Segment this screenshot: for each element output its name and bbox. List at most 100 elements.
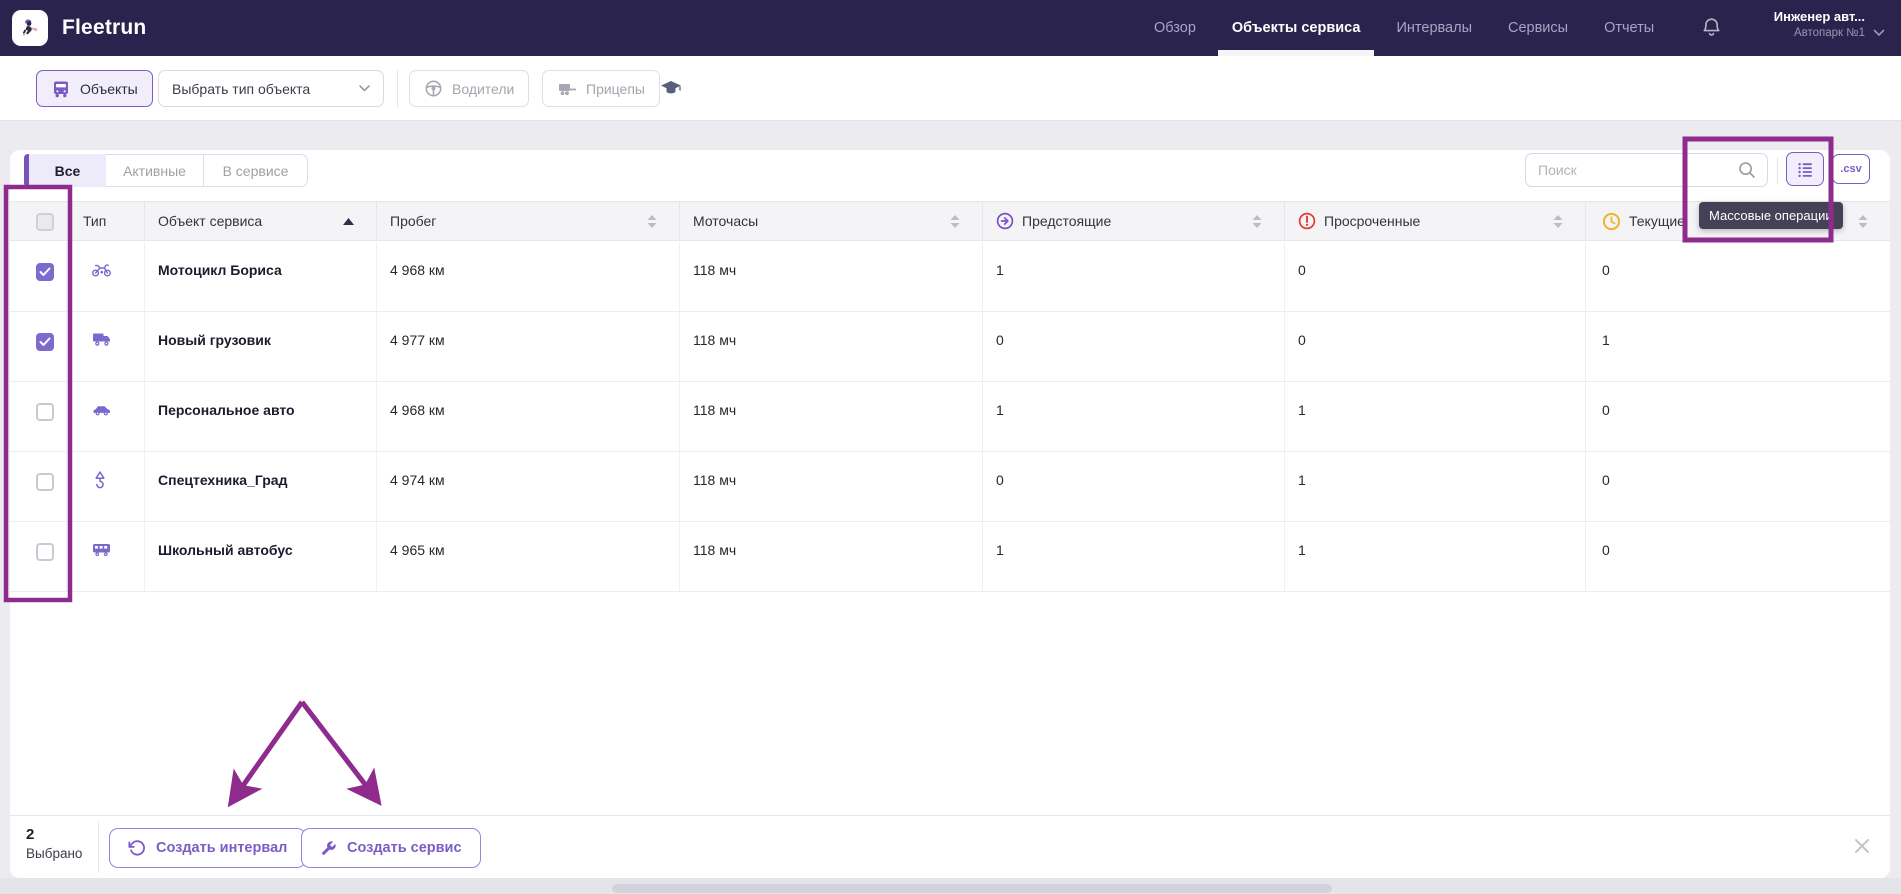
- upcoming-icon: [996, 212, 1014, 230]
- drivers-button[interactable]: Водители: [409, 70, 530, 107]
- column-header-name[interactable]: Объект сервиса: [145, 202, 377, 240]
- current-count: 0: [1602, 262, 1610, 278]
- top-nav: Обзор Объекты сервиса Интервалы Сервисы …: [1140, 0, 1668, 56]
- tab-active[interactable]: Активные: [106, 154, 204, 187]
- bulk-operations-button[interactable]: [1786, 152, 1824, 186]
- trailers-button-label: Прицепы: [586, 80, 645, 97]
- create-interval-button[interactable]: Создать интервал: [109, 828, 307, 868]
- car-icon: [93, 406, 110, 416]
- row-checkbox[interactable]: [36, 263, 54, 281]
- user-name: Инженер авт...: [1773, 9, 1865, 24]
- overdue-count: 1: [1285, 382, 1586, 451]
- row-checkbox[interactable]: [36, 543, 54, 561]
- status-filter-tabs: Все Активные В сервисе: [24, 154, 308, 187]
- upcoming-count: 1: [983, 382, 1285, 451]
- export-csv-button[interactable]: .csv: [1832, 154, 1870, 184]
- object-type-toolbar: Объекты Выбрать тип объекта Водители При…: [0, 56, 1901, 121]
- search-box: [1525, 153, 1768, 187]
- column-header-type[interactable]: Тип: [67, 202, 145, 240]
- nav-item-overview[interactable]: Обзор: [1154, 20, 1196, 36]
- column-header-overdue[interactable]: Просроченные: [1285, 202, 1586, 240]
- object-name: Персональное авто: [145, 382, 377, 451]
- service-objects-panel: Все Активные В сервисе .csv Массовые опе…: [10, 150, 1890, 878]
- tab-in-service[interactable]: В сервисе: [204, 154, 308, 187]
- wrench-icon: [322, 840, 336, 855]
- trailer-icon: [559, 84, 576, 96]
- app-header: Fleetrun Обзор Объекты сервиса Интервалы…: [0, 0, 1901, 56]
- selected-count: 2: [26, 826, 35, 843]
- list-icon: [1797, 162, 1812, 177]
- row-checkbox[interactable]: [36, 473, 54, 491]
- engine-hours-value: 118 мч: [680, 312, 983, 381]
- table-row[interactable]: Персональное авто 4 968 км 118 мч 1 1 0: [10, 382, 1890, 452]
- table-row[interactable]: Мотоцикл Бориса 4 968 км 118 мч 1 0 0: [10, 242, 1890, 312]
- search-input[interactable]: [1526, 162, 1737, 178]
- upcoming-count: 1: [983, 522, 1285, 591]
- bus-icon: [93, 544, 110, 556]
- objects-button-label: Объекты: [80, 80, 138, 97]
- sort-icon: [1252, 214, 1262, 228]
- nav-item-intervals[interactable]: Интервалы: [1396, 20, 1472, 36]
- object-type-select-value: Выбрать тип объекта: [172, 80, 311, 97]
- select-all-checkbox[interactable]: [36, 213, 54, 231]
- fleetrun-logo-icon: [12, 10, 48, 46]
- table-row[interactable]: Новый грузовик 4 977 км 118 мч 0 0 1: [10, 312, 1890, 382]
- object-name: Новый грузовик: [145, 312, 377, 381]
- selection-action-bar: 2 Выбрано Создать интервал Создать серви…: [10, 815, 1890, 878]
- bulk-operations-tooltip: Массовые операции: [1699, 202, 1843, 229]
- horizontal-scrollbar-thumb[interactable]: [612, 884, 1332, 893]
- tab-all[interactable]: Все: [29, 154, 106, 187]
- overdue-count: 1: [1285, 452, 1586, 521]
- sort-icon: [1858, 214, 1868, 228]
- column-header-current[interactable]: Текущие: [1586, 202, 1890, 240]
- object-type-select[interactable]: Выбрать тип объекта: [158, 70, 384, 107]
- truck-icon: [93, 333, 110, 346]
- trailers-button[interactable]: Прицепы: [542, 70, 660, 107]
- mileage-value: 4 968 км: [377, 242, 680, 311]
- current-count: 0: [1602, 542, 1610, 558]
- mileage-value: 4 977 км: [377, 312, 680, 381]
- bus-front-icon: [54, 81, 68, 97]
- objects-button[interactable]: Объекты: [36, 70, 153, 107]
- overdue-count: 0: [1285, 242, 1586, 311]
- search-icon[interactable]: [1737, 160, 1767, 180]
- table-row[interactable]: Школьный автобус 4 965 км 118 мч 1 1 0: [10, 522, 1890, 592]
- upcoming-count: 1: [983, 242, 1285, 311]
- column-header-upcoming[interactable]: Предстоящие: [983, 202, 1285, 240]
- nav-item-services[interactable]: Сервисы: [1508, 20, 1569, 36]
- steering-wheel-icon: [425, 80, 442, 97]
- table-header-row: Тип Объект сервиса Пробег Моточасы Предс…: [10, 201, 1890, 241]
- notifications-bell-icon[interactable]: [1700, 16, 1723, 45]
- object-name: Школьный автобус: [145, 522, 377, 591]
- footer-divider: [98, 822, 99, 873]
- active-tab-accent-bar: [24, 154, 29, 187]
- object-name: Мотоцикл Бориса: [145, 242, 377, 311]
- brand-title: Fleetrun: [62, 16, 147, 39]
- mileage-value: 4 965 км: [377, 522, 680, 591]
- upcoming-count: 0: [983, 312, 1285, 381]
- row-checkbox[interactable]: [36, 333, 54, 351]
- academy-cap-icon[interactable]: [659, 77, 683, 104]
- chevron-down-icon[interactable]: [1873, 24, 1885, 42]
- selected-label: Выбрано: [26, 846, 83, 861]
- create-service-button[interactable]: Создать сервис: [301, 828, 481, 868]
- mileage-value: 4 974 км: [377, 452, 680, 521]
- drivers-button-label: Водители: [452, 80, 515, 97]
- close-icon[interactable]: [1852, 836, 1872, 861]
- header-checkbox-cell: [10, 202, 67, 240]
- current-count: 0: [1602, 402, 1610, 418]
- upcoming-count: 0: [983, 452, 1285, 521]
- overdue-count: 1: [1285, 522, 1586, 591]
- column-header-mileage[interactable]: Пробег: [377, 202, 680, 240]
- table-row[interactable]: Спецтехника_Град 4 974 км 118 мч 0 1 0: [10, 452, 1890, 522]
- search-actions-divider: [1777, 157, 1778, 184]
- row-checkbox[interactable]: [36, 403, 54, 421]
- nav-item-service-objects[interactable]: Объекты сервиса: [1217, 0, 1375, 56]
- nav-item-reports[interactable]: Отчеты: [1604, 20, 1655, 36]
- toolbar-divider: [397, 70, 398, 107]
- table-body: Мотоцикл Бориса 4 968 км 118 мч 1 0 0 Но…: [10, 242, 1890, 592]
- column-header-hours[interactable]: Моточасы: [680, 202, 983, 240]
- user-menu[interactable]: Инженер авт... Автопарк №1: [1755, 9, 1865, 39]
- sort-icon: [1553, 214, 1563, 228]
- current-count: 0: [1602, 472, 1610, 488]
